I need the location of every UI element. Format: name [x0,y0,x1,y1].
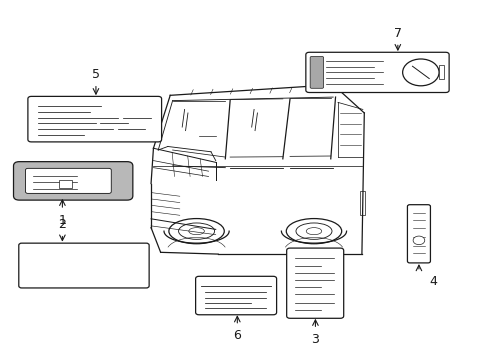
FancyBboxPatch shape [14,162,133,200]
FancyBboxPatch shape [407,205,429,263]
Ellipse shape [178,223,214,239]
FancyBboxPatch shape [309,57,323,88]
FancyBboxPatch shape [19,243,149,288]
FancyBboxPatch shape [305,52,448,93]
Text: 2: 2 [59,218,66,231]
Ellipse shape [285,219,341,244]
Bar [59,180,72,188]
Bar [359,190,365,215]
Ellipse shape [305,228,321,235]
FancyBboxPatch shape [25,168,111,193]
FancyBboxPatch shape [286,248,343,318]
Text: 7: 7 [393,27,401,40]
Text: 4: 4 [428,275,436,288]
Ellipse shape [168,219,224,244]
Text: 5: 5 [92,68,100,81]
Circle shape [412,236,424,245]
Text: 1: 1 [59,213,66,226]
Text: 3: 3 [311,333,319,346]
Ellipse shape [295,223,331,239]
Circle shape [402,59,438,86]
Bar [438,65,443,80]
Ellipse shape [188,228,204,235]
Text: 6: 6 [233,329,241,342]
FancyBboxPatch shape [28,96,161,142]
FancyBboxPatch shape [195,276,276,315]
